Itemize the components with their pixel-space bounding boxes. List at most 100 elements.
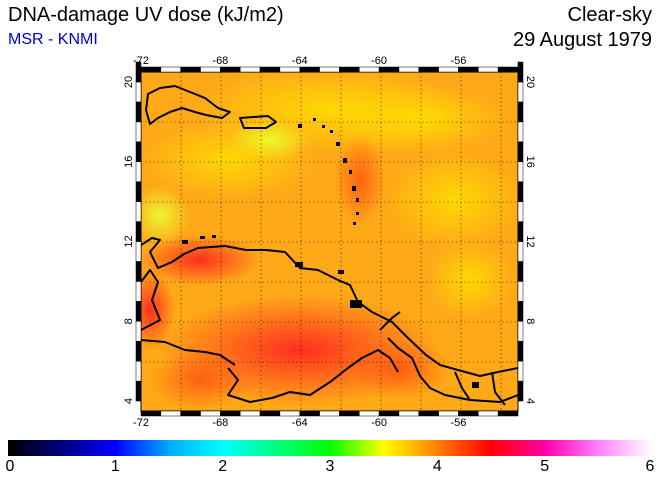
frame-segment [497, 410, 519, 417]
frame-segment [517, 321, 524, 342]
lon-tick-label: -60 [371, 55, 387, 67]
frame-segment [135, 340, 142, 362]
lat-tick-label: 20 [123, 76, 135, 88]
puerto-rico-coast [239, 115, 277, 129]
frame-segment [517, 61, 524, 83]
lon-tick-label: -64 [292, 417, 308, 429]
lon-tick-label: -60 [371, 417, 387, 429]
frame-segment [135, 101, 142, 123]
frame-segment [517, 201, 524, 222]
border-west [141, 339, 236, 366]
frame-segment [458, 66, 479, 73]
frame-segment [517, 261, 524, 282]
lon-tick-label: -56 [451, 55, 467, 67]
frame-segment [239, 66, 261, 73]
frame-segment [160, 410, 181, 417]
lon-tick-label: -64 [292, 55, 308, 67]
hispaniola-coast [145, 85, 231, 125]
frame-segment [135, 380, 142, 402]
frame-segment [239, 410, 261, 417]
colorbar-tick-label: 5 [540, 458, 550, 475]
frame-segment [135, 201, 142, 222]
colorbar-tick-label: 2 [218, 458, 228, 475]
islands [182, 118, 479, 388]
frame-segment [458, 410, 479, 417]
lon-tick-label: -72 [133, 417, 149, 429]
source-label: MSR - KNMI [8, 31, 98, 48]
frame-segment [135, 141, 142, 162]
frame-segment [135, 301, 142, 322]
frame-segment [517, 340, 524, 362]
frame-segment [339, 410, 360, 417]
frame-segment [517, 360, 524, 382]
lat-tick-label: 12 [123, 235, 135, 247]
frame-segment [220, 66, 241, 73]
colorbar-tick-label: 0 [5, 458, 15, 475]
frame-segment [517, 380, 524, 402]
map-title: DNA-damage UV dose (kJ/m2) [8, 4, 284, 26]
lat-tick-label: 8 [524, 318, 536, 324]
frame-segment [180, 410, 201, 417]
sky-condition-label: Clear-sky [567, 4, 652, 26]
frame-segment [279, 410, 300, 417]
colorbar-tick-label: 3 [325, 458, 335, 475]
frame-segment [140, 66, 162, 73]
frame-segment [359, 66, 380, 73]
frame-segment [259, 410, 281, 417]
frame-segment [140, 410, 162, 417]
lat-tick-label: 16 [123, 156, 135, 168]
uv-dose-field [141, 72, 518, 411]
frame-segment [418, 66, 439, 73]
colorbar-tick-label: 4 [432, 458, 442, 475]
frame-segment [279, 66, 300, 73]
frame-segment [517, 181, 524, 202]
frame-segment [200, 410, 221, 417]
frame-segment [398, 410, 420, 417]
frame-segment [135, 241, 142, 262]
frame-segment [478, 66, 499, 73]
frame-segment [438, 410, 459, 417]
lon-tick-label: -68 [212, 417, 228, 429]
frame-segment [135, 360, 142, 382]
frame-segment [259, 66, 281, 73]
frame-segment [517, 281, 524, 302]
colorbar-gradient [8, 440, 652, 456]
lat-tick-label: 8 [123, 318, 135, 324]
frame-segment [359, 410, 380, 417]
frame-segment [378, 410, 400, 417]
frame-segment [418, 410, 439, 417]
frame-segment [497, 66, 519, 73]
map-panel: -72 -72 -68 -68 -64 -64 -60 -60 -56 -56 4 4 8 8 12 12 16… [123, 55, 536, 429]
gridlines [141, 72, 518, 411]
tick-labels: -72 -72 -68 -68 -64 -64 -60 -60 -56 -56 4 4 8 8 12 12 16… [123, 55, 536, 429]
orinoco-coast [379, 311, 401, 331]
lat-tick-label: 20 [524, 76, 536, 88]
frame-segment [135, 221, 142, 242]
frame-segment [517, 301, 524, 322]
lat-tick-label: 12 [524, 235, 536, 247]
frame-segment [135, 61, 142, 83]
frame-segment [135, 321, 142, 342]
frame-segment [299, 410, 320, 417]
colorbar-tick-label: 1 [110, 458, 120, 475]
frame-segment [180, 66, 201, 73]
frame-segment [135, 121, 142, 143]
coastlines [141, 85, 518, 406]
colorbar [8, 440, 652, 456]
frame-segment [339, 66, 360, 73]
frame-segment [517, 221, 524, 242]
frame-segment [517, 141, 524, 162]
frame-segment [220, 410, 241, 417]
frame-segment [438, 66, 459, 73]
frame-segment [135, 161, 142, 182]
frame-segment [319, 410, 340, 417]
frame-segment [517, 81, 524, 103]
frame-segment [517, 121, 524, 143]
lon-tick-label: -68 [212, 55, 228, 67]
lon-tick-label: -72 [133, 55, 149, 67]
frame-segment [160, 66, 181, 73]
frame-segment [135, 281, 142, 302]
frame-segment [135, 81, 142, 103]
lon-tick-label: -56 [451, 417, 467, 429]
maracaibo-coast [141, 269, 161, 331]
